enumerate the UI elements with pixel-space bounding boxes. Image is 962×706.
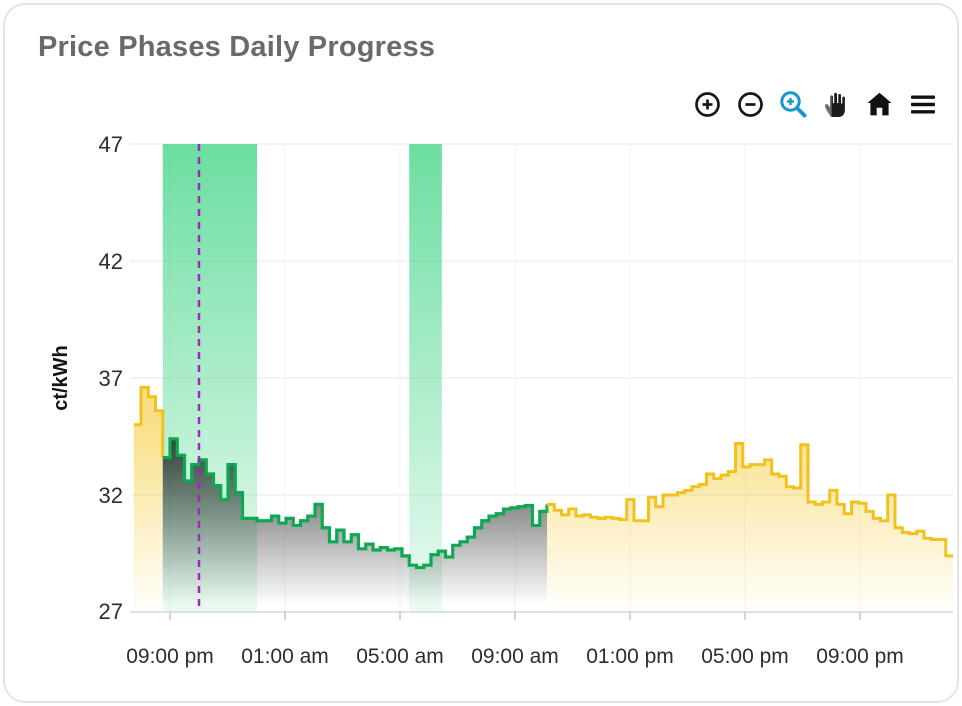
price-phases-card: Price Phases Daily Progress xyxy=(3,3,959,703)
y-axis-title: ct/kWh xyxy=(50,345,72,411)
price-green-phase-line xyxy=(162,437,549,570)
x-tick-label: 09:00 pm xyxy=(816,645,904,668)
pan-hand-icon[interactable] xyxy=(821,89,852,120)
menu-icon[interactable] xyxy=(907,89,938,120)
price-chart[interactable]: 47 42 37 32 27 09:00 pm 01:00 am 05:00 a… xyxy=(5,5,962,706)
home-reset-icon[interactable] xyxy=(864,89,895,120)
x-tick-label: 09:00 pm xyxy=(126,645,214,668)
price-after-green-phase-line xyxy=(547,442,953,558)
y-tick-label: 37 xyxy=(99,366,123,391)
chart-toolbar xyxy=(692,89,938,120)
price-green-phase-area xyxy=(162,438,547,612)
zoom-in-icon[interactable] xyxy=(692,89,723,120)
y-tick-label: 42 xyxy=(99,249,123,274)
y-tick-label: 27 xyxy=(99,599,123,624)
x-tick-label: 09:00 am xyxy=(471,645,559,668)
price-before-green-phase-line xyxy=(133,385,165,458)
x-tick-label: 05:00 am xyxy=(356,645,444,668)
y-tick-label: 32 xyxy=(99,483,123,508)
y-tick-label: 47 xyxy=(99,132,123,157)
page-title: Price Phases Daily Progress xyxy=(38,31,436,63)
box-zoom-icon[interactable] xyxy=(778,89,809,120)
zoom-out-icon[interactable] xyxy=(735,89,766,120)
x-tick-label: 01:00 am xyxy=(241,645,329,668)
price-after-green-phase-area xyxy=(547,443,953,612)
price-before-green-phase-area xyxy=(133,387,163,612)
x-tick-label: 05:00 pm xyxy=(701,645,789,668)
x-tick-label: 01:00 pm xyxy=(586,645,674,668)
green-phase-band xyxy=(409,144,442,612)
